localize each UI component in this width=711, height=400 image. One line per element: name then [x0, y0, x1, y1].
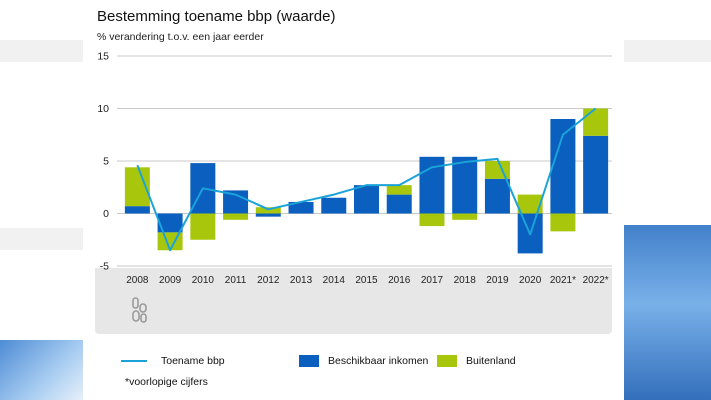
bar-buitenland: [190, 213, 216, 240]
y-tick-label: -5: [100, 261, 109, 273]
legend-label-line: Toename bbp: [161, 355, 225, 367]
bar-buitenland: [550, 213, 576, 232]
x-tick-label: 2009: [159, 275, 182, 286]
chart-plot: -5 0 5 10 15 2008 2009 2010 2011 2012 2013 2014 2015…: [97, 51, 612, 286]
x-tick-label: 2020: [519, 275, 542, 286]
bar-beschikbaar-inkomen: [223, 190, 249, 214]
y-tick-label: 5: [103, 156, 109, 168]
bar-beschikbaar-inkomen: [386, 194, 412, 214]
legend-line-icon: [121, 360, 147, 362]
background-shape-left-top: [0, 40, 83, 62]
x-tick-label: 2010: [192, 275, 215, 286]
bar-beschikbaar-inkomen: [157, 213, 183, 233]
bar-beschikbaar-inkomen: [550, 119, 576, 214]
bar-beschikbaar-inkomen: [354, 185, 379, 214]
y-tick-label: 15: [97, 51, 109, 63]
x-tick-label: 2011: [225, 275, 247, 286]
y-tick-label: 0: [103, 208, 109, 220]
line-toename-bbp: [136, 107, 597, 252]
background-shape-left-bottom: [0, 340, 83, 400]
x-tick-label: 2014: [323, 275, 346, 286]
bar-buitenland: [452, 213, 478, 220]
bar-beschikbaar-inkomen: [124, 206, 150, 214]
bar-buitenland: [484, 161, 510, 179]
cbs-logo-icon: [132, 297, 147, 323]
bar-buitenland: [419, 213, 445, 227]
bar-beschikbaar-inkomen: [255, 213, 281, 217]
legend-income-swatch-icon: [299, 355, 319, 367]
x-tick-label: 2022*: [583, 275, 609, 286]
legend-foreign-swatch-icon: [437, 355, 457, 367]
bar-buitenland: [583, 108, 609, 136]
bar-beschikbaar-inkomen: [484, 178, 510, 214]
x-tick-label: 2018: [454, 275, 477, 286]
x-tick-label: 2015: [355, 275, 378, 286]
bar-beschikbaar-inkomen: [583, 135, 609, 214]
footnote: *voorlopige cijfers: [125, 376, 208, 388]
legend-label-income: Beschikbaar inkomen: [328, 355, 429, 367]
x-tick-label: 2019: [486, 275, 509, 286]
bar-buitenland: [517, 194, 543, 214]
background-shape-right-bottom: [624, 225, 711, 400]
background-shape-right-top: [624, 40, 711, 62]
chart-subtitle: % verandering t.o.v. een jaar eerder: [97, 31, 264, 43]
x-tick-label: 2008: [126, 275, 149, 286]
x-axis-band: [95, 268, 612, 334]
bar-buitenland: [255, 207, 281, 214]
bar-beschikbaar-inkomen: [288, 201, 314, 214]
bar-beschikbaar-inkomen: [452, 156, 478, 214]
bar-buitenland: [223, 213, 249, 220]
x-tick-label: 2016: [388, 275, 411, 286]
legend-label-foreign: Buitenland: [466, 355, 516, 367]
bar-buitenland: [386, 185, 412, 195]
x-tick-label: 2017: [421, 275, 444, 286]
x-tick-label: 2012: [257, 275, 280, 286]
chart-title: Bestemming toename bbp (waarde): [97, 8, 336, 25]
x-tick-label: 2013: [290, 275, 313, 286]
bar-beschikbaar-inkomen: [321, 197, 347, 214]
x-tick-label: 2021*: [550, 275, 576, 286]
background-shape-left-mid: [0, 228, 83, 250]
y-tick-label: 10: [97, 103, 109, 115]
chart-card: Bestemming toename bbp (waarde) % verand…: [83, 0, 624, 400]
